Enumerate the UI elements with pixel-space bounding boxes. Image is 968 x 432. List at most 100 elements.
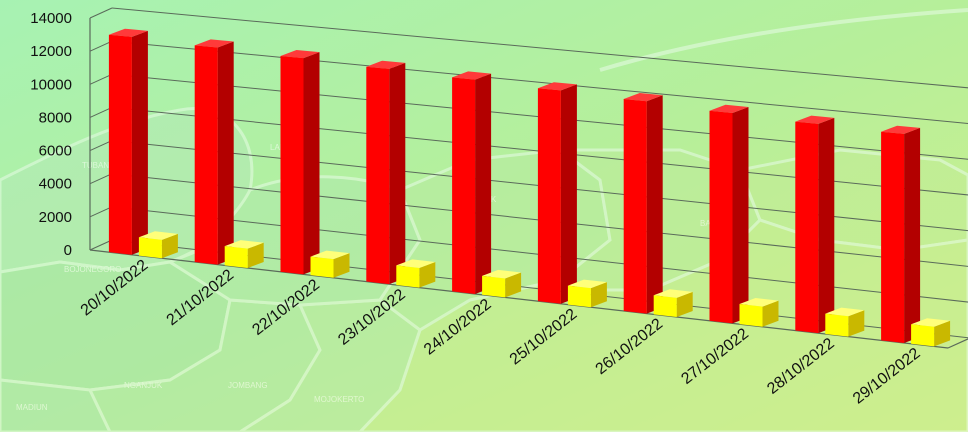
- bar-red-6-side: [646, 95, 663, 314]
- y-tick-label: 10000: [30, 76, 72, 93]
- bar-yellow-6-side: [676, 291, 693, 318]
- gridline-side: [89, 106, 113, 118]
- bar-yellow-7-top: [739, 298, 779, 307]
- bar-yellow-4-front: [482, 275, 506, 298]
- bar-red-0-side: [131, 30, 148, 255]
- map-label-jombang: JOMBANG: [228, 381, 268, 390]
- bar-yellow-6: [653, 289, 693, 318]
- gridline-side: [89, 73, 113, 85]
- bar-red-3-front: [366, 66, 390, 285]
- bar-yellow-7-side: [762, 300, 779, 327]
- bar-red-0-front: [108, 34, 132, 255]
- gridline: [111, 40, 968, 125]
- bar-red-7-front: [709, 110, 733, 324]
- bar-yellow-0-top: [138, 231, 178, 240]
- map-label-tuban: TUBAN: [82, 161, 109, 170]
- bar-red-4-front: [452, 77, 476, 294]
- bar-yellow-8-front: [825, 313, 849, 337]
- bar-yellow-4-top: [482, 269, 522, 279]
- bar-red-1-front: [194, 45, 218, 265]
- bar-red-7: [709, 104, 749, 324]
- bar-red-2-side: [303, 52, 320, 275]
- bar-red-4: [452, 71, 492, 294]
- bar-yellow-1: [224, 240, 264, 269]
- bar-yellow-2-front: [310, 256, 334, 278]
- bar-red-9-front: [881, 131, 905, 343]
- bar-red-5-side: [560, 84, 577, 304]
- gridline-side: [89, 7, 113, 19]
- bar-yellow-1-front: [224, 246, 248, 269]
- bar-red-3: [366, 60, 406, 285]
- bar-red-5-front: [537, 88, 561, 304]
- bar-red-8-front: [795, 121, 819, 334]
- bar-yellow-7-front: [739, 304, 763, 327]
- bar-yellow-4-side: [505, 272, 522, 298]
- bar-yellow-5-side: [590, 282, 607, 308]
- y-tick-label: 12000: [30, 43, 72, 60]
- bar-red-3-side: [389, 62, 406, 285]
- bar-red-4-side: [475, 73, 492, 294]
- bar-yellow-8-side: [848, 310, 865, 337]
- bar-yellow-5-top: [567, 279, 607, 289]
- gridline: [111, 7, 968, 89]
- bar-yellow-3-front: [396, 265, 420, 288]
- bar-yellow-9-front: [911, 324, 935, 347]
- bar-red-9-top: [881, 125, 921, 134]
- bar-yellow-6-top: [653, 289, 693, 298]
- y-tick-label: 14000: [30, 10, 72, 27]
- map-label-mojokerto: MOJOKERTO: [314, 395, 364, 404]
- y-tick-label: 0: [64, 242, 72, 259]
- bar-yellow-0-side: [161, 233, 178, 259]
- bar-red-9-side: [904, 127, 921, 343]
- bar-red-1-top: [194, 39, 234, 48]
- bar-red-5-top: [537, 82, 577, 91]
- bar-red-2-front: [280, 55, 304, 275]
- gridline-side: [89, 140, 113, 152]
- bar-yellow-8-top: [825, 307, 865, 317]
- bar-yellow-3-top: [396, 259, 436, 268]
- bar-yellow-8: [825, 307, 865, 337]
- bar-red-6-top: [623, 93, 663, 102]
- bar-yellow-1-top: [224, 240, 264, 249]
- gridline-side: [89, 206, 113, 218]
- y-tick-label: 6000: [39, 143, 72, 160]
- bar-yellow-9: [911, 318, 951, 347]
- bar-yellow-2-side: [333, 253, 350, 278]
- bar-yellow-3: [396, 259, 436, 288]
- bar-yellow-6-front: [653, 295, 677, 318]
- y-tick-label: 4000: [39, 176, 72, 193]
- bar-red-7-side: [732, 106, 749, 324]
- map-label-bojonegoro: BOJONEGORO: [64, 265, 121, 274]
- bar-red-8-top: [795, 115, 835, 124]
- y-tick-label: 8000: [39, 109, 72, 126]
- bar-red-3-top: [366, 60, 406, 69]
- bar-red-7-top: [709, 104, 749, 113]
- bar-red-1: [194, 39, 234, 265]
- bar-red-0-top: [108, 28, 148, 37]
- bar-yellow-0: [138, 231, 178, 259]
- bar-red-5: [537, 82, 577, 304]
- bar-red-2: [280, 49, 320, 275]
- bar-red-0: [108, 28, 148, 255]
- bar-yellow-2: [310, 250, 350, 278]
- bar-red-6-front: [623, 99, 647, 314]
- bar-red-1-side: [217, 41, 234, 265]
- bar-yellow-9-side: [934, 320, 951, 347]
- gridline-side: [89, 173, 113, 185]
- bar-yellow-1-side: [247, 242, 264, 269]
- map-label-nganjuk: NGANJUK: [124, 381, 163, 390]
- bar-yellow-4: [482, 269, 522, 298]
- bar-yellow-5-front: [567, 285, 591, 308]
- bar-yellow-5: [567, 279, 607, 308]
- y-axis-tick-labels: 0 2000 4000 6000 8000 10000 12000 14000: [30, 10, 72, 259]
- bar-red-8: [795, 115, 835, 334]
- bar-red-9: [881, 125, 921, 343]
- bars: [108, 28, 951, 347]
- bar-yellow-3-side: [419, 261, 436, 288]
- bar-yellow-0-front: [138, 237, 162, 259]
- bar-red-8-side: [818, 117, 835, 334]
- bar-red-2-top: [280, 49, 320, 59]
- map-label-madiun: MADIUN: [16, 403, 48, 412]
